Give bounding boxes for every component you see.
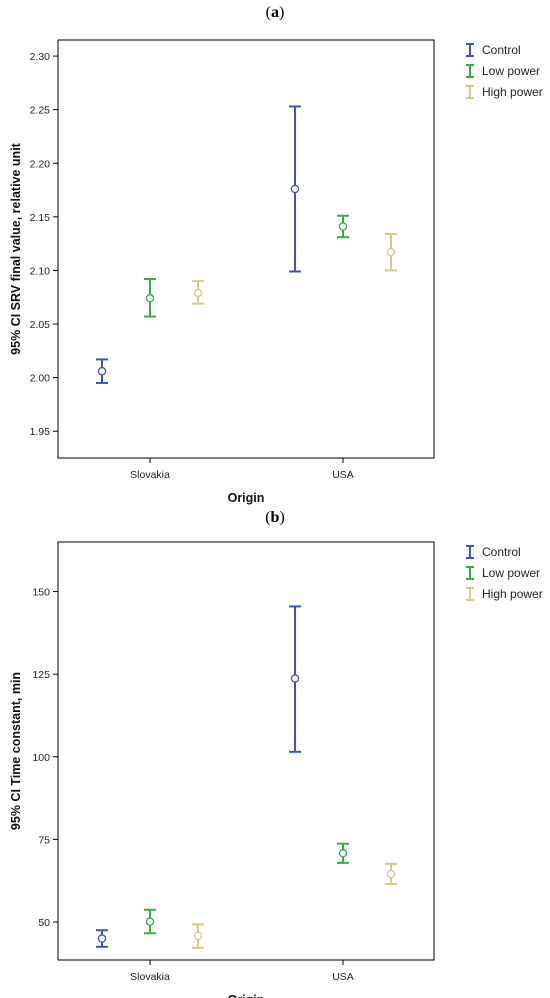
x-tick-label: Slovakia (130, 469, 170, 481)
x-axis-title: Origin (228, 491, 265, 505)
y-tick-label: 100 (32, 752, 50, 764)
y-tick-label: 75 (38, 834, 50, 846)
y-tick-label: 2.25 (30, 105, 51, 117)
panel-label-a-open: ( (265, 4, 271, 21)
y-tick-label: 2.15 (30, 212, 51, 224)
mean-point (386, 869, 396, 879)
panel-label-a-close: ) (279, 4, 285, 21)
mean-point (97, 366, 107, 376)
legend-label: Low power (482, 566, 540, 580)
x-tick-label: USA (332, 971, 354, 983)
mean-point (193, 288, 203, 298)
mean-point (97, 934, 107, 943)
x-tick-label: USA (332, 469, 354, 481)
mean-point (290, 184, 300, 194)
panel-label-b-open: ( (265, 509, 271, 526)
mean-point (193, 931, 203, 941)
legend-label: High power (482, 85, 543, 99)
y-tick-label: 2.05 (30, 319, 51, 331)
y-tick-label: 2.10 (30, 265, 51, 277)
mean-point (290, 674, 300, 683)
panel-label-a-letter: a (271, 4, 279, 21)
y-tick-label: 2.30 (30, 51, 51, 63)
y-tick-label: 2.20 (30, 158, 51, 170)
panel-label-b-close: ) (279, 509, 285, 526)
panel-label-a: (a) (0, 4, 550, 22)
panel-label-b-letter: b (270, 509, 280, 526)
plot-area-frame (57, 39, 435, 459)
chart-a: 1.95 2.00 2.05 2.10 2.15 2.20 2.25 2.30 Slovakia… (9, 39, 543, 505)
y-axis-title: 95% CI SRV final value, relative unit (9, 142, 23, 354)
chart-b: 50 75 100 125 150 Slovakia USA Origin 95% CI Tim… (9, 541, 543, 998)
y-tick-label: 125 (32, 669, 50, 681)
plot-area-frame (57, 541, 435, 961)
legend-label: Control (482, 43, 521, 57)
y-tick-label: 150 (32, 587, 50, 599)
legend-label: Control (482, 545, 521, 559)
mean-point (145, 917, 155, 926)
x-tick-label: Slovakia (130, 971, 170, 983)
legend-label: High power (482, 587, 543, 601)
mean-point (338, 849, 348, 858)
y-axis-title: 95% CI Time constant, min (9, 672, 23, 830)
mean-point (338, 222, 348, 231)
y-tick-label: 50 (38, 917, 50, 929)
x-axis-title: Origin (228, 993, 265, 998)
panel-label-b: (b) (0, 509, 550, 527)
y-tick-label: 2.00 (30, 373, 51, 385)
mean-point (145, 294, 155, 303)
legend-label: Low power (482, 64, 540, 78)
y-tick-label: 1.95 (30, 426, 51, 438)
mean-point (386, 247, 396, 257)
